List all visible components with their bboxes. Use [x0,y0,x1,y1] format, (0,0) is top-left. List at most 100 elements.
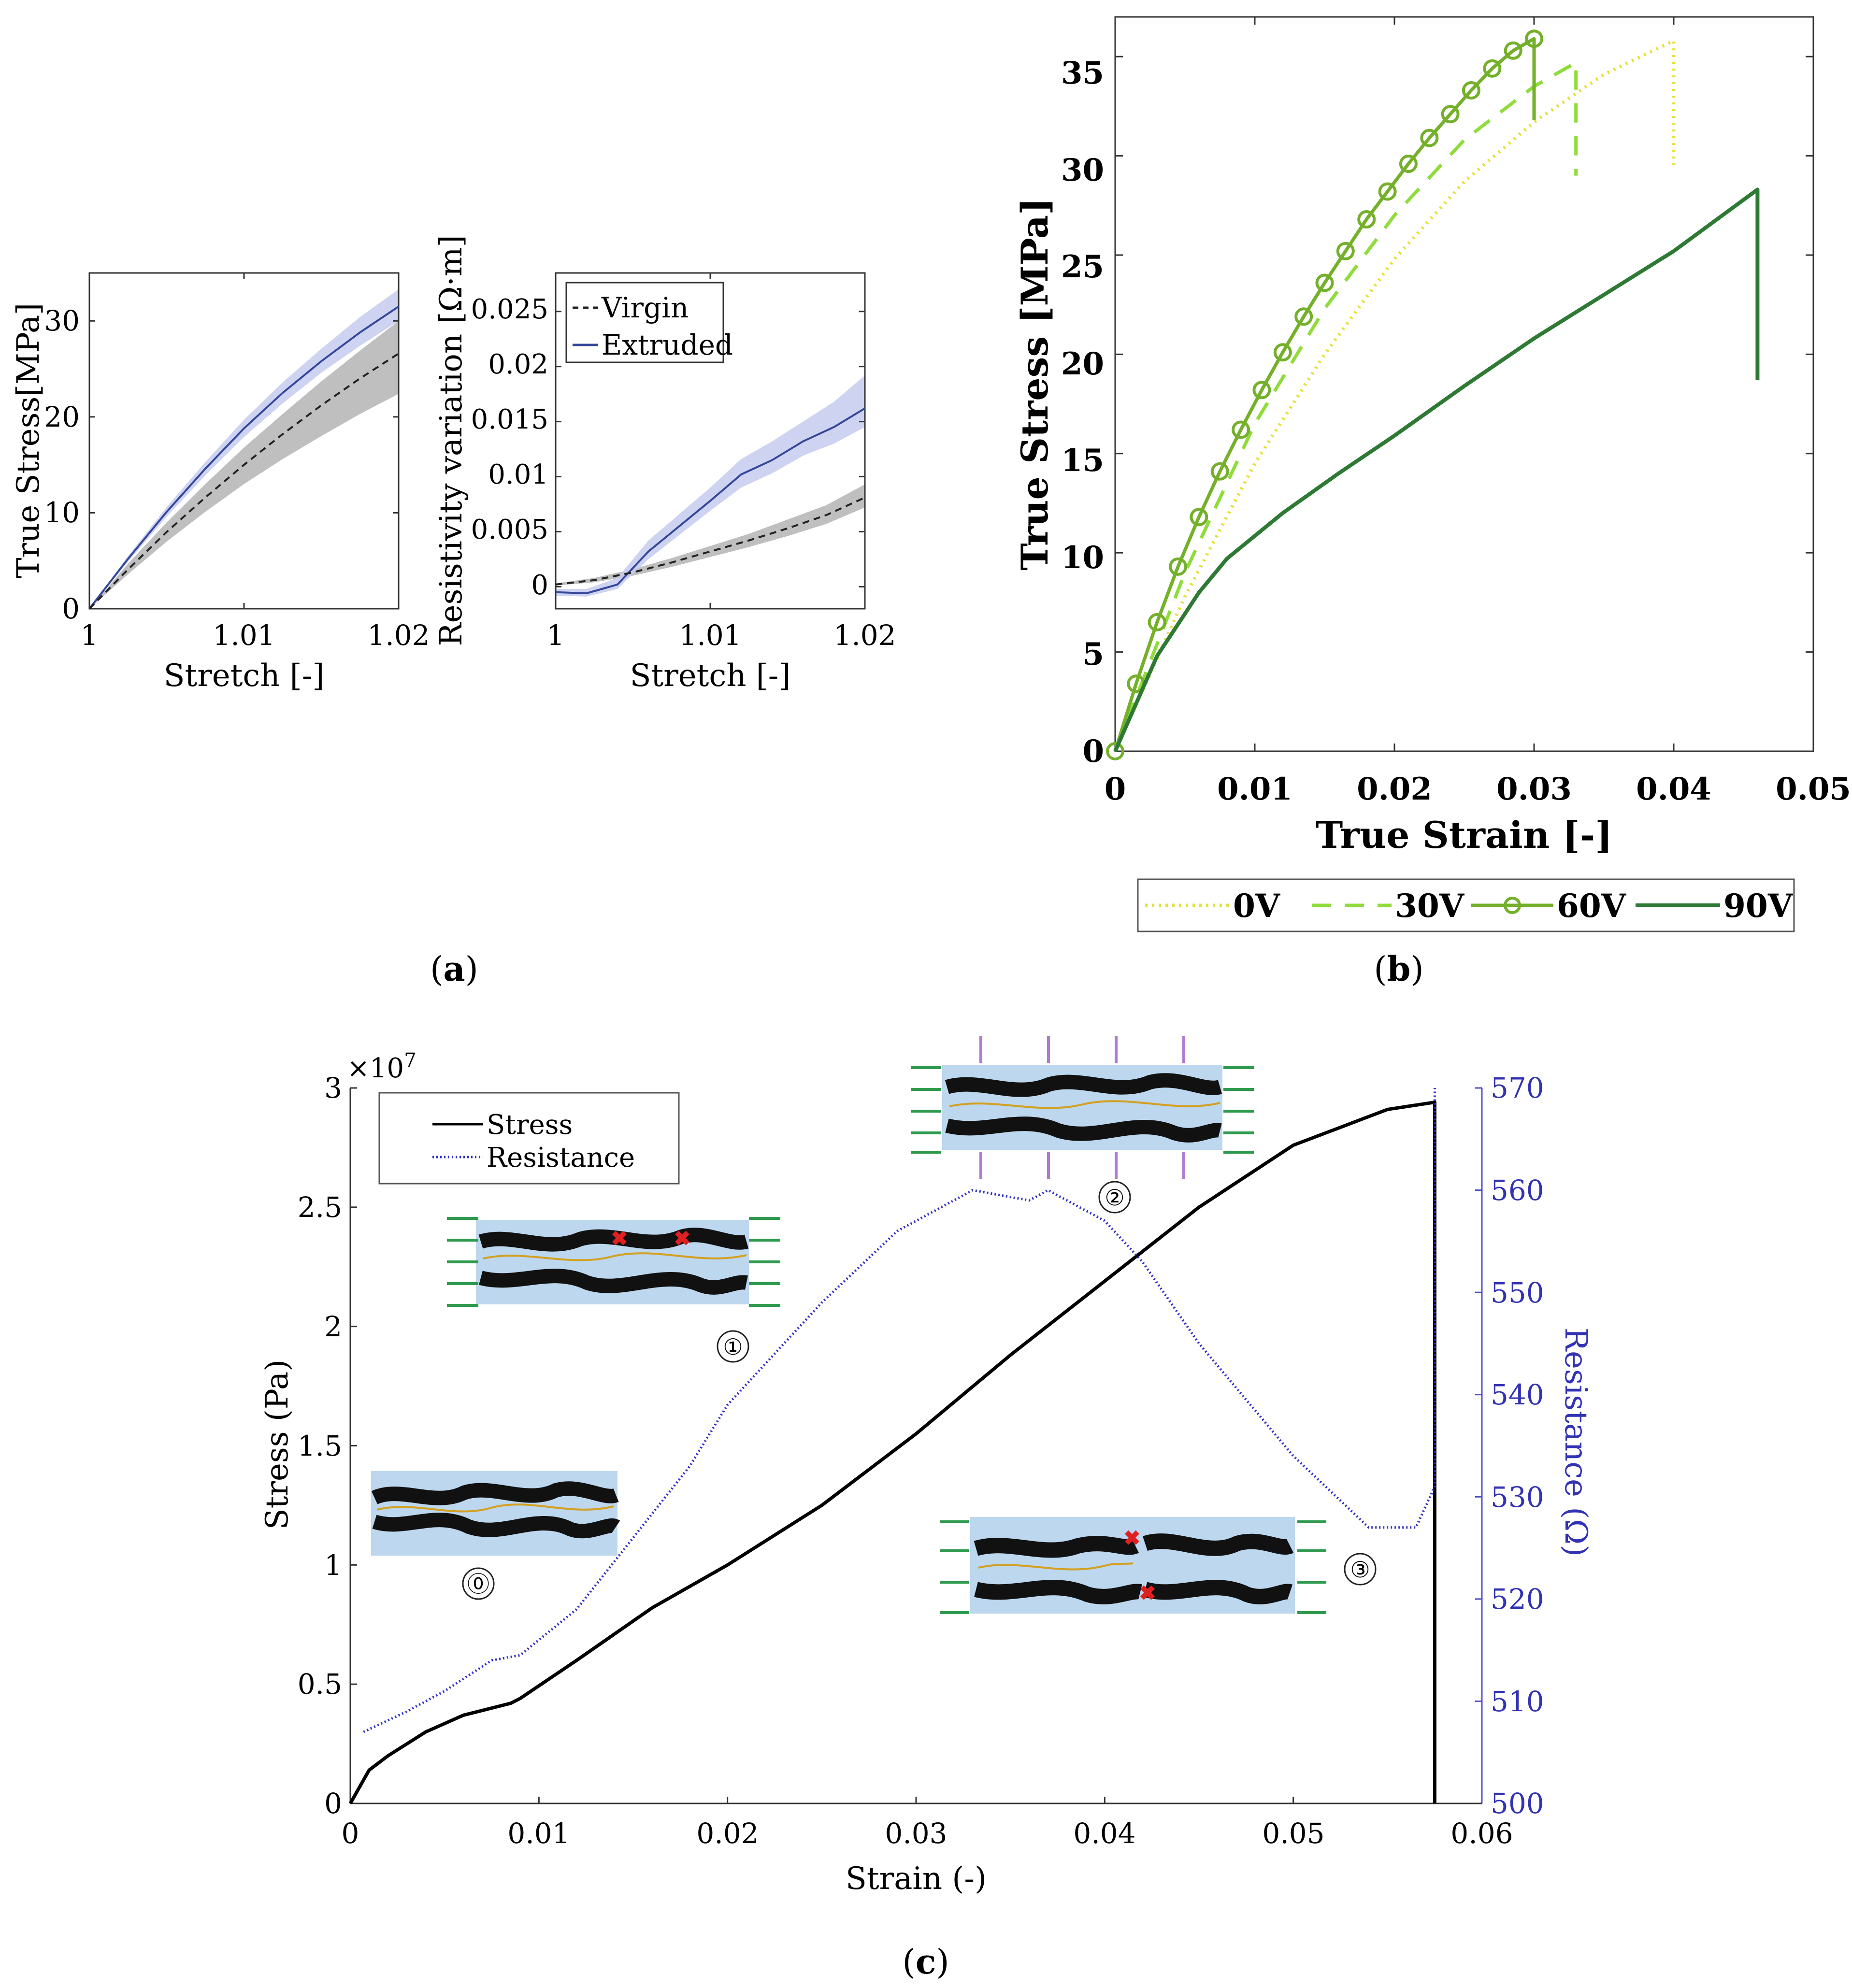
legend: Virgin Extruded [565,282,733,363]
break-icon: ✖ [1139,1581,1156,1605]
x-tick-label: 1.02 [833,619,896,652]
y2-tick-label: 510 [1491,1685,1544,1718]
y-tick-label: 0 [324,1787,342,1820]
x-tick-label: 0.03 [885,1817,947,1850]
y-tick-label: 20 [1061,346,1104,382]
inset-state-0: ⓪ [371,1471,620,1600]
conductive-path [978,1562,1134,1571]
state-marker [1098,1181,1131,1214]
axes-frame [1114,16,1814,752]
legend-label-60v: 60V [1557,887,1627,925]
series-line-extruded [555,407,866,595]
tick-marks [555,273,866,609]
plot-area [556,375,865,597]
state-label: ① [723,1334,743,1360]
series-line-stress [348,1101,1436,1804]
multiplier-base: ×10 [347,1053,404,1084]
x-axis-label: Stretch [-] [630,658,791,694]
series-lines [1106,29,1760,760]
marker-60v [1504,41,1522,60]
state-marker [462,1567,495,1600]
y-tick-label: 0.01 [488,459,548,490]
y-axis-label: Stress (Pa) [259,1359,295,1530]
marker-60v [1148,613,1166,631]
x-tick-label: 1.01 [213,619,275,652]
panel-c: ⓪ ✖ ✖ ① [259,1036,1594,1897]
panel-label-a: (a) [430,949,478,989]
series-lines [555,407,866,595]
x-tick-label: 1.01 [679,619,741,652]
marker-60v [1273,343,1292,362]
y-tick-label: 20 [44,400,80,433]
y-tick-label: 0.02 [488,349,548,380]
x-tick-label: 0.01 [1217,771,1292,807]
inset-state-2: ② [911,1036,1254,1214]
legend-label-virgin: Virgin [601,291,689,324]
filler-network [478,1228,749,1295]
x-tick-label: 1 [81,619,99,652]
marker-60v [1525,29,1543,48]
series-line-30v [1113,61,1578,752]
marker-60v [1462,81,1480,100]
legend-label-0v: 0V [1233,887,1281,925]
y-tick-label: 35 [1061,55,1104,91]
y2-tick-label: 570 [1491,1072,1544,1104]
y-tick-label: 2 [324,1310,342,1343]
legend-label-resistance: Resistance [487,1142,635,1173]
legend: 0V 30V 60V 90V [1137,878,1795,932]
tick-marks [349,1087,1483,1804]
y-tick-label: 3 [324,1072,342,1104]
y-tick-label: 30 [1061,152,1104,188]
filler-network [945,1073,1222,1143]
panel-letter: a [443,949,465,989]
x-tick-label: 0.04 [1073,1817,1135,1850]
y-tick-label: 0.015 [471,404,548,435]
tick-marks [1114,17,1814,752]
y-tick-label: 15 [1061,443,1104,479]
x-tick-label: 0.02 [1357,771,1432,807]
series-line-extruded [88,305,400,610]
marker-60v [1315,273,1334,292]
marker-60v [1336,242,1355,260]
marker-60v [1399,155,1418,173]
confidence-band [556,375,865,597]
y-tick-label: 0.5 [298,1668,342,1701]
y-tick-label: 1.5 [298,1430,342,1462]
multiplier-exponent: 7 [404,1049,416,1072]
x-axis-label: Stretch [-] [164,658,325,694]
panel-letter: b [1387,949,1411,989]
confidence-band [89,289,399,609]
y-tick-label: 0 [1082,733,1104,770]
load-arrows [447,1217,780,1307]
marker-60v [1420,129,1439,147]
state-marker [1344,1553,1377,1586]
marker-60v [1294,307,1313,326]
panel-label-b: (b) [1374,949,1424,989]
y2-tick-label: 540 [1491,1378,1544,1411]
series-line-virgin [88,353,400,610]
marker-60v [1169,557,1188,576]
y-tick-label: 0.005 [471,514,548,545]
y-axis-multiplier: ×107 [347,1049,416,1084]
legend: Stress Resistance [378,1092,680,1185]
state-label: ② [1105,1185,1124,1211]
y2-tick-label: 550 [1491,1276,1544,1309]
legend-label-90v: 90V [1723,887,1794,925]
marker-60v [1483,59,1502,78]
filler-network [371,1481,620,1539]
panel-letter: c [916,1942,936,1982]
series-lines [88,305,400,610]
series-line-90v [1113,187,1760,752]
legend-box [565,282,724,363]
y-tick-label: 0.025 [471,294,548,325]
legend-box [378,1092,680,1185]
state-label: ⓪ [467,1571,489,1597]
legend-label-30v: 30V [1395,887,1465,925]
y-tick-label: 0 [62,592,80,625]
y-tick-label: 30 [44,304,80,337]
x-tick-label: 1 [547,619,565,652]
y2-tick-label: 520 [1491,1583,1544,1616]
x-tick-label: 0 [342,1817,359,1850]
inset-state-3: ✖ ✖ ③ [940,1517,1377,1614]
